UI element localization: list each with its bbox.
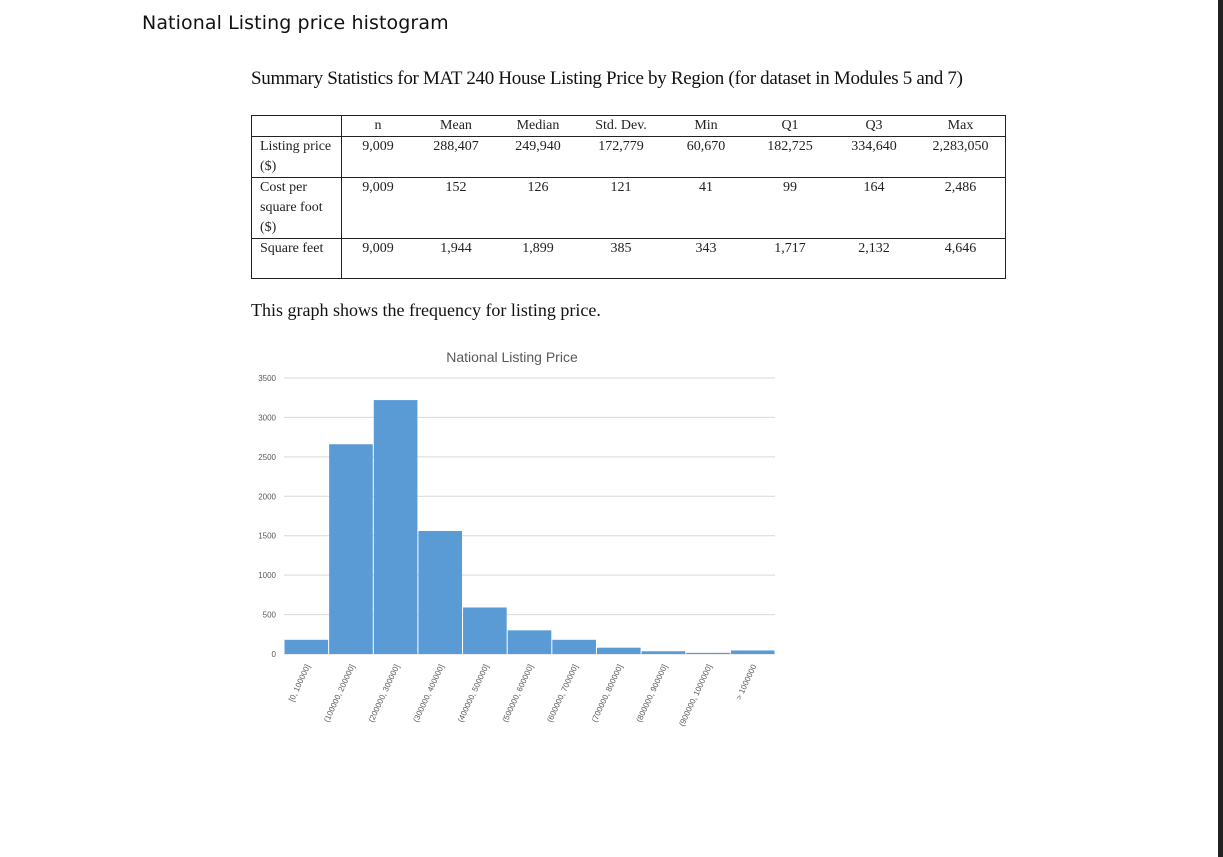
table-cell: 9,009 (341, 177, 414, 239)
table-header-cell (251, 115, 342, 137)
chart-title: National Listing Price (446, 349, 578, 365)
table-cell: 121 (578, 177, 664, 239)
histogram-bar (596, 647, 641, 654)
table-cell: 99 (748, 177, 832, 239)
page-heading: National Listing price histogram (142, 12, 449, 34)
table-cell: 2,283,050 (916, 136, 1006, 178)
table-cell: 1,899 (498, 238, 578, 279)
y-tick-label: 0 (272, 650, 277, 659)
histogram-bar (507, 630, 552, 654)
listing-price-histogram: National Listing Price 0 500 1000 1500 2000 2… (258, 349, 775, 728)
table-header-cell: Std. Dev. (578, 115, 664, 137)
table-header-row: n Mean Median Std. Dev. Min Q1 Q3 Max (251, 115, 1006, 137)
x-tick-label: [0, 100000] (287, 663, 312, 703)
table-header-cell: Median (498, 115, 578, 137)
table-cell: 249,940 (498, 136, 578, 178)
table-cell: 172,779 (578, 136, 664, 178)
y-tick-label: 2000 (258, 492, 276, 501)
x-tick-label: (600000, 700000] (545, 663, 580, 724)
table-header-cell: Mean (414, 115, 498, 137)
table-cell: 334,640 (832, 136, 916, 178)
histogram-bar (329, 444, 373, 654)
histogram-bar (418, 530, 463, 654)
x-tick-label: (900000, 1000000] (677, 663, 714, 728)
histogram-bar (686, 652, 730, 654)
page-right-border (1218, 0, 1223, 857)
table-cell: 126 (498, 177, 578, 239)
table-cell: 9,009 (341, 238, 414, 279)
histogram-bar (641, 651, 686, 654)
table-cell: 343 (664, 238, 748, 279)
y-tick-label: 3500 (258, 374, 276, 383)
table-row: Cost per square foot ($) 9,009 152 126 1… (251, 177, 1006, 239)
x-tick-label: (200000, 300000] (367, 663, 402, 724)
histogram-bar (373, 400, 418, 654)
table-cell: 60,670 (664, 136, 748, 178)
table-row: Square feet 9,009 1,944 1,899 385 343 1,… (251, 238, 1006, 279)
table-cell: 152 (414, 177, 498, 239)
x-tick-label: (500000, 600000] (501, 663, 536, 724)
table-header-cell: Q3 (832, 115, 916, 137)
table-cell: 9,009 (341, 136, 414, 178)
histogram-bar (552, 639, 596, 654)
y-tick-label: 1000 (258, 571, 276, 580)
x-tick-label: > 1000000 (734, 663, 758, 702)
x-tick-label: (700000, 800000] (590, 663, 625, 724)
y-tick-label: 3000 (258, 413, 276, 422)
table-cell: 4,646 (916, 238, 1006, 279)
table-cell: 1,717 (748, 238, 832, 279)
x-tick-label: (400000, 500000] (456, 663, 491, 724)
summary-statistics-table: n Mean Median Std. Dev. Min Q1 Q3 Max Li… (251, 115, 1006, 279)
table-cell: 41 (664, 177, 748, 239)
table-header-cell: Max (916, 115, 1006, 137)
table-row: Listing price ($) 9,009 288,407 249,940 … (251, 136, 1006, 178)
row-label: Square feet (251, 238, 342, 279)
row-label: Listing price ($) (251, 136, 342, 178)
table-cell: 2,486 (916, 177, 1006, 239)
x-tick-label: (800000, 900000] (635, 663, 670, 724)
y-tick-label: 1500 (258, 532, 276, 541)
y-tick-label: 500 (263, 611, 277, 620)
table-cell: 288,407 (414, 136, 498, 178)
table-cell: 385 (578, 238, 664, 279)
x-tick-label: (100000, 200000] (322, 663, 357, 724)
x-tick-label: (300000, 400000] (411, 663, 446, 724)
table-cell: 2,132 (832, 238, 916, 279)
table-header-cell: Min (664, 115, 748, 137)
table-cell: 182,725 (748, 136, 832, 178)
table-header-cell: n (341, 115, 414, 137)
histogram-bar (284, 639, 329, 654)
histogram-bar (730, 650, 775, 654)
y-tick-label: 2500 (258, 453, 276, 462)
graph-description: This graph shows the frequency for listi… (251, 300, 601, 320)
table-header-cell: Q1 (748, 115, 832, 137)
histogram-bar (463, 607, 507, 654)
table-cell: 164 (832, 177, 916, 239)
summary-title: Summary Statistics for MAT 240 House Lis… (251, 68, 963, 89)
table-cell: 1,944 (414, 238, 498, 279)
row-label: Cost per square foot ($) (251, 177, 342, 239)
